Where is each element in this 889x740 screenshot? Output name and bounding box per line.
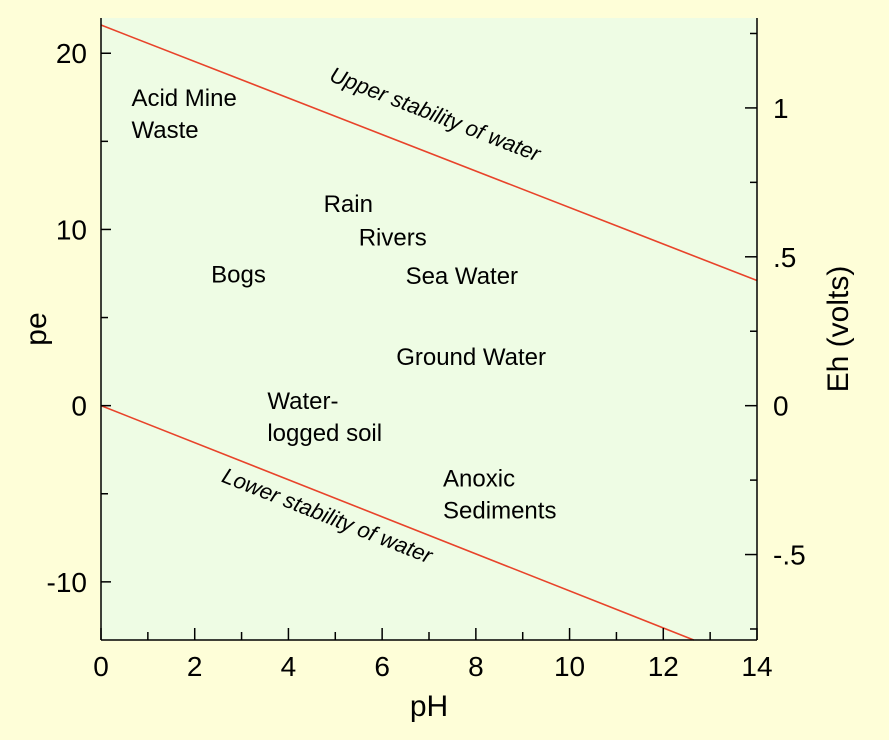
region-label-line: Water- [267, 388, 338, 415]
y2-tick-label: 1 [773, 93, 789, 124]
y-tick-label: -10 [47, 567, 87, 598]
y-tick-label: 20 [56, 38, 87, 69]
region-label: Water-logged soil [267, 388, 382, 447]
y-axis-title: pe [20, 312, 53, 345]
region-label-line: Acid Mine [131, 85, 236, 112]
region-label: Anoxic Sediments [443, 466, 556, 525]
region-label-line: Sediments [443, 498, 556, 525]
region-label-line: Rivers [359, 224, 427, 251]
upper-stability-line [100, 24, 758, 282]
x-tick-label: 2 [187, 651, 203, 682]
x-tick-label: 10 [554, 651, 585, 682]
axes-layer: 0 2 4 6 8 10 12 14 -10 0 10 20 -.5 0 .5 1 [47, 18, 806, 682]
region-label-line: logged soil [267, 420, 382, 447]
x-tick-label: 6 [374, 651, 390, 682]
x-tick-label: 12 [648, 651, 679, 682]
region-label-line: Ground Water [396, 344, 546, 371]
x-tick-label: 4 [281, 651, 297, 682]
region-label-line: Bogs [211, 261, 266, 288]
y-tick-label: 0 [71, 391, 87, 422]
y-tick-label: 10 [56, 214, 87, 245]
region-label: Ground Water [396, 344, 546, 371]
y2-tick-label: .5 [773, 242, 796, 273]
region-label-line: Sea Water [406, 263, 518, 290]
series-layer [100, 24, 758, 641]
region-label-line: Anoxic [443, 466, 515, 493]
x-tick-label: 14 [741, 651, 772, 682]
region-label: Rain [324, 191, 373, 218]
region-label: Bogs [211, 261, 266, 288]
x-tick-label: 0 [93, 651, 109, 682]
region-label-line: Waste [131, 117, 198, 144]
lower-stability-line [100, 404, 695, 641]
region-label-line: Rain [324, 191, 373, 218]
region-label: Acid Mine Waste [131, 85, 236, 144]
x-tick-label: 8 [468, 651, 484, 682]
region-label: Rivers [359, 224, 427, 251]
y2-tick-label: -.5 [773, 540, 806, 571]
region-label: Sea Water [406, 263, 518, 290]
plot-area [101, 18, 757, 640]
y2-axis-title: Eh (volts) [822, 266, 855, 393]
x-axis-title: pH [410, 690, 448, 723]
y2-tick-label: 0 [773, 391, 789, 422]
